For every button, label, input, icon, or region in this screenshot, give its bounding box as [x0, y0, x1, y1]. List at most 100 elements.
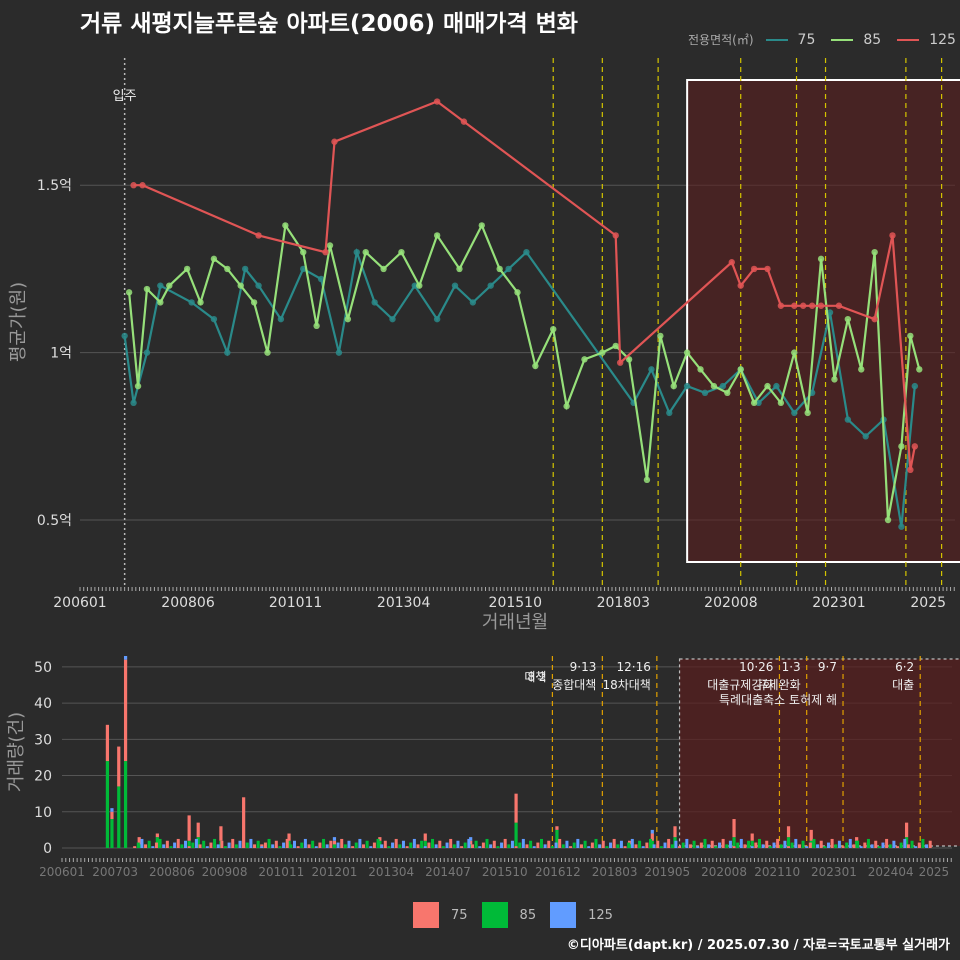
volume-bar-125 — [332, 837, 337, 841]
legend-swatch-85 — [831, 38, 854, 41]
volume-bar-small — [718, 842, 722, 848]
volume-bar-85 — [904, 837, 909, 848]
volume-bar-small — [173, 842, 177, 848]
volume-bar-small — [405, 846, 409, 848]
price-highlight-box — [686, 79, 960, 563]
price-point-85 — [183, 265, 191, 273]
price-point-85 — [416, 282, 423, 289]
price-point-85 — [710, 382, 718, 390]
volume-bar-small — [343, 844, 347, 848]
price-point-75 — [143, 349, 151, 356]
price-point-85 — [496, 265, 503, 273]
price-point-85 — [777, 399, 785, 407]
price-point-85 — [143, 285, 151, 293]
volume-bar-85 — [555, 829, 559, 848]
price-point-125 — [737, 282, 744, 289]
volume-x-tick-label: 202008 — [701, 865, 747, 879]
price-point-125 — [808, 302, 816, 309]
volume-bar-small — [794, 838, 798, 848]
volume-bar-75 — [187, 815, 191, 841]
price-point-85 — [563, 403, 570, 410]
volume-bar-small — [899, 842, 903, 848]
volume-bar-small — [394, 838, 398, 848]
price-line-75 — [123, 247, 916, 527]
price-point-75 — [371, 299, 378, 306]
volume-bar-75 — [732, 819, 736, 838]
volume-bar-small — [441, 846, 445, 848]
volume-bar-small — [198, 844, 202, 848]
volume-bar-small — [518, 842, 522, 848]
legend-bar-swatch-125 — [550, 902, 577, 928]
price-point-85 — [871, 248, 878, 256]
volume-y-tick-label: 10 — [34, 805, 52, 821]
volume-bar-small — [652, 844, 656, 848]
price-point-85 — [907, 332, 914, 340]
price-point-85 — [858, 366, 865, 373]
volume-bar-85 — [110, 819, 114, 848]
volume-bar-small — [678, 846, 682, 848]
volume-bar-small — [841, 846, 845, 848]
volume-bar-small — [136, 842, 140, 848]
volume-bar-small — [409, 842, 413, 848]
price-point-85 — [791, 349, 798, 356]
volume-bar-small — [797, 844, 801, 848]
volume-bar-small — [278, 846, 282, 848]
volume-bar-small — [881, 842, 885, 848]
volume-bar-small — [347, 840, 351, 848]
volume-bar-small — [906, 844, 910, 848]
price-point-75 — [862, 433, 869, 440]
volume-bar-small — [790, 842, 794, 848]
price-point-75 — [255, 282, 262, 289]
price-x-tick-label: 2025 — [910, 595, 946, 611]
policy-date-label: 1·3 — [782, 660, 801, 674]
price-point-85 — [550, 325, 557, 333]
price-point-75 — [317, 275, 325, 283]
volume-bar-small — [391, 842, 395, 848]
volume-bar-small — [699, 842, 703, 848]
volume-bar-small — [866, 838, 870, 848]
volume-bar-small — [431, 838, 435, 848]
price-point-125 — [777, 302, 785, 309]
volume-bar-small — [223, 846, 227, 848]
volume-bar-small — [641, 846, 645, 848]
volume-bar-small — [165, 840, 169, 848]
policy-text-label: 규제완화 — [757, 678, 801, 692]
volume-bar-small — [565, 840, 569, 848]
volume-bar-small — [311, 840, 315, 848]
volume-bar-75 — [196, 822, 200, 838]
price-point-75 — [300, 265, 307, 273]
price-point-85 — [264, 349, 271, 356]
volume-bar-75 — [514, 793, 518, 823]
price-point-75 — [648, 366, 655, 373]
price-point-125 — [331, 138, 338, 145]
price-point-85 — [362, 248, 369, 256]
volume-bar-small — [550, 846, 554, 848]
price-point-75 — [719, 382, 727, 390]
chart-title: 거류 새평지늘푸른숲 아파트(2006) 매매가격 변화 — [80, 11, 578, 37]
policy-text-label: 대책 — [524, 669, 546, 684]
volume-bar-small — [554, 842, 558, 848]
volume-x-tick-label: 201407 — [425, 865, 471, 879]
volume-bar-small — [688, 844, 692, 848]
volume-x-tick-label: 201011 — [258, 865, 304, 879]
volume-bar-small — [736, 842, 740, 848]
volume-bar-85 — [732, 837, 736, 848]
price-point-85 — [657, 332, 664, 340]
volume-bar-small — [634, 844, 638, 848]
volume-bar-small — [710, 840, 714, 848]
volume-bar-small — [242, 846, 246, 848]
volume-bar-small — [917, 842, 921, 848]
volume-bar-small — [158, 838, 162, 848]
policy-date-label: 9·13 — [570, 660, 597, 674]
volume-bar-small — [460, 846, 464, 848]
price-point-75 — [188, 299, 195, 306]
price-point-85 — [683, 349, 691, 356]
volume-bar-small — [289, 844, 293, 848]
volume-bar-small — [507, 844, 511, 848]
volume-bar-85 — [117, 786, 121, 848]
volume-bar-small — [885, 838, 889, 848]
volume-bar-small — [376, 838, 380, 848]
volume-bar-85 — [469, 844, 473, 848]
price-point-85 — [916, 366, 923, 373]
volume-bar-75 — [332, 840, 337, 845]
